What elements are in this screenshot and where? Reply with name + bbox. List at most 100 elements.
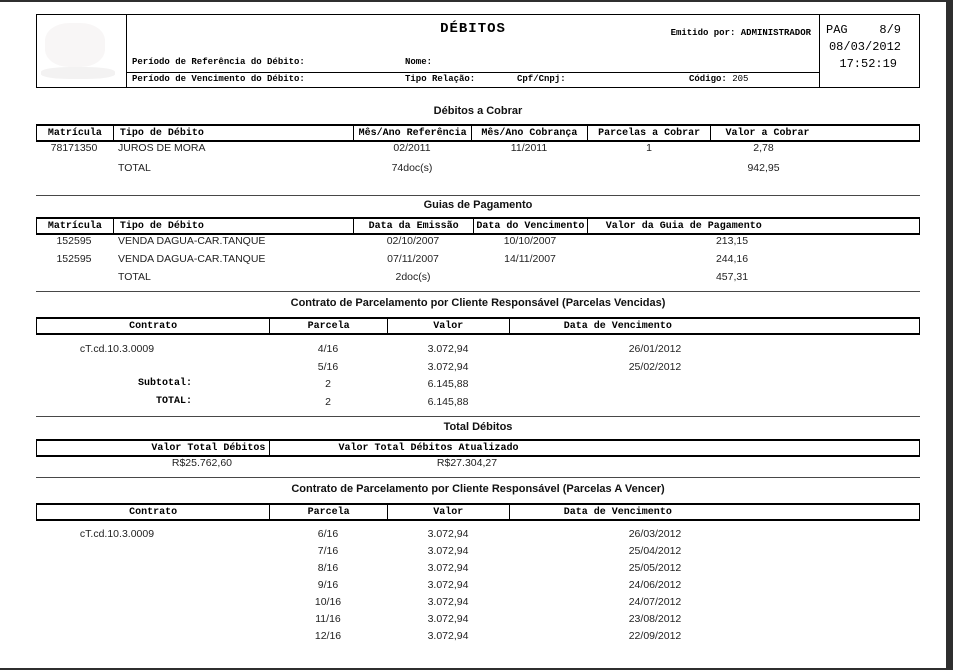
table-cell: 3.072,94 <box>427 360 469 373</box>
table-cell: 25/02/2012 <box>628 360 682 373</box>
column-header: Valor a Cobrar <box>710 126 919 140</box>
column-header: Data de Vencimento <box>508 319 919 333</box>
table-cell: 9/16 <box>317 579 339 591</box>
table-row: cT.cd.10.3.0009 4/16 3.072,94 26/01/2012 <box>36 343 920 361</box>
table-cell: 152595 <box>56 253 92 265</box>
page-info-box: PAG 8/9 08/03/2012 17:52:19 <box>819 15 919 87</box>
window-edge-bottom <box>0 668 953 670</box>
table-cell <box>36 630 269 647</box>
table-cell: 02/10/2007 <box>386 235 440 247</box>
codigo-value: 205 <box>732 74 749 84</box>
table-cell: 4/16 <box>317 343 339 355</box>
table-cell: 244,16 <box>715 253 749 265</box>
table-row: cT.cd.10.3.0009 6/16 3.072,94 26/03/2012 <box>36 528 920 545</box>
header-fields-row-1: Período de Referência do Débito: Nome: <box>127 57 819 71</box>
table-cell: 10/16 <box>314 596 342 608</box>
report-date: 08/03/2012 <box>828 40 901 54</box>
column-header: Matrícula <box>47 127 102 139</box>
table-cell: 25/04/2012 <box>628 545 682 557</box>
window-edge-top <box>0 0 953 2</box>
table-cell: 1 <box>646 142 652 154</box>
table-row: R$25.762,60 R$27.304,27 <box>36 457 920 475</box>
table-cell <box>509 378 920 396</box>
section-title-total-debitos: Total Débitos <box>443 421 513 433</box>
column-header: Contrato <box>129 506 178 518</box>
table-cell: 2,78 <box>753 142 774 154</box>
table-cell: TOTAL <box>118 271 151 283</box>
table-cell: R$25.762,60 <box>171 457 232 469</box>
table-cell: 8/16 <box>317 562 339 574</box>
table-cell <box>36 361 269 379</box>
table-cell <box>36 545 269 562</box>
table-row: 10/16 3.072,94 24/07/2012 <box>36 596 920 613</box>
field-periodo-vencimento: Período de Vencimento do Débito: <box>132 74 305 84</box>
field-tipo-relacao: Tipo Relação: <box>405 74 476 84</box>
table-cell <box>473 271 587 289</box>
table-cell: 213,15 <box>715 235 749 247</box>
table-cell: 02/2011 <box>393 142 431 154</box>
header-divider <box>127 72 819 73</box>
table-cell: cT.cd.10.3.0009 <box>79 343 155 355</box>
parcelas-vencidas-header-row: Contrato Parcela Valor Data de Venciment… <box>36 317 920 335</box>
column-header: Tipo de Débito <box>112 219 353 233</box>
table-cell: 10/10/2007 <box>503 235 557 247</box>
section-title-debitos-a-cobrar: Débitos a Cobrar <box>433 105 523 117</box>
field-cpf-cnpj: Cpf/Cnpj: <box>517 74 566 84</box>
emitted-by-label: Emitido por: <box>670 28 736 38</box>
report-header-main: DÉBITOS Emitido por: ADMINISTRADOR Perío… <box>127 15 819 87</box>
table-cell: 07/11/2007 <box>387 253 439 265</box>
table-total-row: TOTAL 2doc(s) 457,31 <box>36 271 920 289</box>
table-cell <box>36 562 269 579</box>
table-cell: 74doc(s) <box>391 162 433 174</box>
table-cell: Subtotal: <box>137 378 192 389</box>
table-cell: 2 <box>325 395 331 408</box>
table-cell <box>509 396 920 414</box>
table-cell: R$27.304,27 <box>436 457 498 469</box>
column-header: Valor <box>386 319 509 333</box>
table-cell <box>36 579 269 596</box>
column-header: Data de Vencimento <box>508 505 919 519</box>
window-edge-right <box>946 0 953 670</box>
table-cell: 24/07/2012 <box>628 596 682 608</box>
field-nome: Nome: <box>405 57 433 67</box>
table-cell: 78171350 <box>50 142 98 154</box>
section-separator <box>36 195 920 196</box>
table-total-row: TOTAL 74doc(s) 942,95 <box>36 162 920 182</box>
column-header: Parcela <box>269 505 387 519</box>
table-cell: 12/16 <box>314 630 342 642</box>
section-separator <box>36 416 920 417</box>
table-cell <box>36 271 112 289</box>
report-time: 17:52:19 <box>839 57 897 71</box>
report-title: DÉBITOS <box>440 21 506 37</box>
table-cell <box>36 613 269 630</box>
table-row: 9/16 3.072,94 24/06/2012 <box>36 579 920 596</box>
report-page: DÉBITOS Emitido por: ADMINISTRADOR Perío… <box>36 14 920 647</box>
section-title-parcelas-vencidas: Contrato de Parcelamento por Cliente Res… <box>290 297 666 309</box>
logo-faint-mark <box>41 67 115 79</box>
table-cell: cT.cd.10.3.0009 <box>79 528 155 540</box>
table-cell <box>36 596 269 613</box>
table-cell: VENDA DAGUA-CAR.TANQUE <box>118 253 266 265</box>
logo-faint-mark <box>45 23 105 67</box>
column-header: Valor <box>386 505 509 519</box>
table-cell: 11/16 <box>315 613 341 625</box>
column-header: Valor Total Débitos Atualizado <box>269 441 919 455</box>
table-cell: 25/05/2012 <box>628 562 682 574</box>
table-cell: 3.072,94 <box>427 579 469 591</box>
header-fields-row-2: Período de Vencimento do Débito: Tipo Re… <box>127 74 819 88</box>
table-cell: 3.072,94 <box>427 545 469 557</box>
column-header: Data do Vencimento <box>473 219 587 233</box>
table-row: 7/16 3.072,94 25/04/2012 <box>36 545 920 562</box>
table-row: 8/16 3.072,94 25/05/2012 <box>36 562 920 579</box>
column-header: Mês/Ano Referência <box>353 126 471 140</box>
table-cell: 26/03/2012 <box>628 528 682 540</box>
table-cell: 3.072,94 <box>427 562 469 574</box>
table-total-row: TOTAL: 2 6.145,88 <box>36 396 920 414</box>
report-header-box: DÉBITOS Emitido por: ADMINISTRADOR Perío… <box>36 14 920 88</box>
table-cell: 152595 <box>56 235 92 247</box>
table-cell: 26/01/2012 <box>628 343 682 355</box>
table-cell: TOTAL: <box>155 395 192 407</box>
table-cell <box>36 162 112 182</box>
field-periodo-referencia: Período de Referência do Débito: <box>132 57 305 67</box>
